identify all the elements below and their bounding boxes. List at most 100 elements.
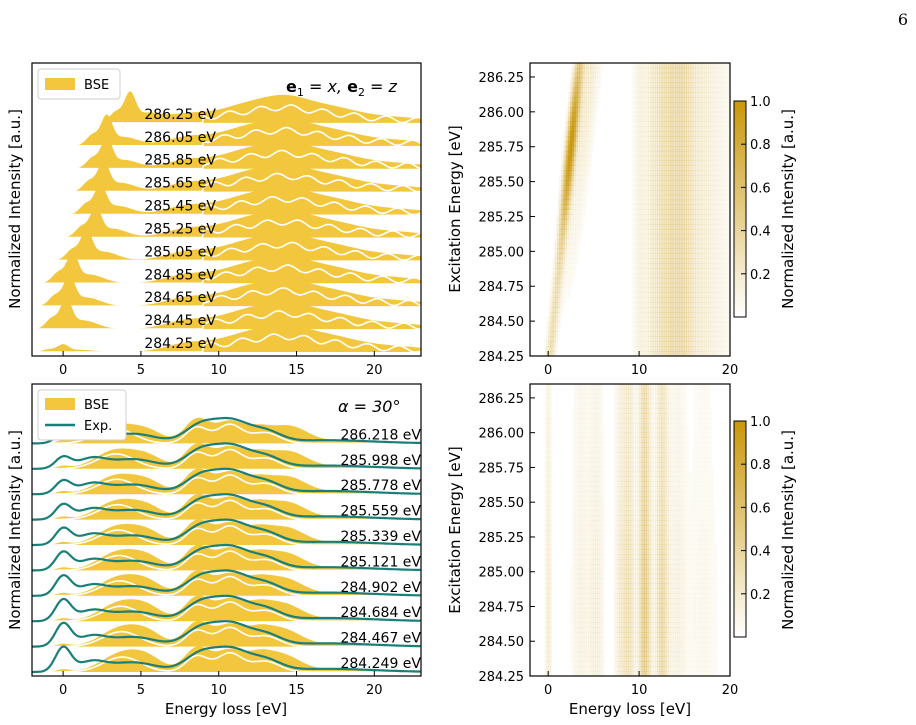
heatmap-cell [684, 307, 687, 313]
heatmap-cell [691, 121, 695, 127]
heatmap-cell [664, 384, 667, 390]
heatmap-cell [544, 427, 547, 434]
heatmap-cell [575, 150, 578, 157]
heatmap-cell [650, 253, 653, 259]
heatmap-cell [644, 141, 647, 147]
heatmap-cell [662, 131, 665, 137]
heatmap-cell [626, 413, 629, 419]
heatmap-cell [675, 67, 678, 74]
heatmap-cell [704, 194, 707, 201]
heatmap-cell [704, 92, 707, 98]
heatmap-cell [717, 136, 720, 142]
heatmap-cell [697, 224, 700, 230]
heatmap-cell [690, 253, 693, 259]
heatmap-cell [706, 92, 709, 98]
heatmap-cell [575, 189, 578, 196]
heatmap-cell [659, 136, 662, 142]
heatmap-cell [550, 307, 553, 313]
heatmap-cell [662, 97, 665, 103]
heatmap-cell [579, 418, 582, 424]
heatmap-cell [715, 199, 718, 206]
heatmap-cell [702, 150, 705, 157]
heatmap-cell [682, 263, 685, 269]
heatmap-cell [691, 92, 695, 98]
heatmap-cell [702, 106, 705, 113]
heatmap-cell [568, 131, 571, 137]
heatmap-cell [664, 116, 667, 122]
heatmap-cell [685, 418, 687, 423]
heatmap-cell [673, 233, 676, 240]
heatmap-cell [653, 233, 656, 240]
heatmap-cell [664, 126, 667, 132]
heatmap-cell [560, 189, 564, 196]
heatmap-cell [704, 131, 707, 137]
heatmap-cell [673, 229, 676, 235]
heatmap-cell [673, 82, 676, 88]
heatmap-cell [579, 422, 582, 429]
heatmap-cell [573, 141, 576, 147]
heatmap-cell [682, 331, 685, 337]
heatmap-cell [642, 214, 645, 220]
heatmap-cell [722, 189, 725, 196]
heatmap-cell [704, 126, 707, 132]
heatmap-cell [582, 194, 585, 201]
heatmap-cell [565, 297, 567, 302]
bse-spectrum-ridge [32, 601, 421, 623]
heatmap-cell [715, 131, 718, 137]
heatmap-cell [671, 180, 675, 186]
heatmap-cell [662, 63, 665, 69]
heatmap-cell [648, 398, 651, 404]
heatmap-cell [628, 418, 631, 424]
heatmap-cell [662, 336, 665, 342]
heatmap-cell [700, 87, 704, 93]
heatmap-cell [590, 82, 593, 88]
heatmap-cell [635, 268, 638, 274]
heatmap-cell [722, 351, 725, 356]
heatmap-cell [550, 282, 553, 289]
heatmap-cell [724, 185, 727, 191]
heatmap-cell [655, 141, 658, 147]
heatmap-cell [644, 302, 647, 308]
heatmap-cell [679, 136, 682, 142]
heatmap-cell [568, 87, 571, 93]
heatmap-cell [670, 243, 673, 249]
top-right-colorbar [733, 100, 747, 318]
heatmap-cell [644, 253, 647, 259]
heatmap-cell [644, 312, 647, 318]
heatmap-cell [717, 146, 720, 152]
heatmap-cell [635, 160, 638, 166]
heatmap-cell [708, 233, 711, 240]
heatmap-cell [682, 204, 685, 210]
heatmap-cell [690, 346, 693, 352]
heatmap-cell [637, 72, 640, 79]
heatmap-cell [726, 131, 729, 137]
heatmap-cell [686, 131, 689, 137]
heatmap-cell [695, 312, 698, 318]
heatmap-cell [559, 277, 562, 284]
heatmap-cell [555, 243, 558, 249]
heatmap-cell [713, 150, 716, 157]
heatmap-cell [717, 248, 720, 254]
heatmap-cell [653, 351, 656, 356]
heatmap-cell [679, 307, 682, 313]
heatmap-cell [680, 185, 684, 191]
heatmap-cell [680, 331, 684, 337]
heatmap-cell [702, 268, 705, 274]
heatmap-cell [686, 297, 689, 303]
heatmap-cell [635, 229, 638, 235]
heatmap-cell [553, 253, 556, 259]
heatmap-cell [673, 180, 676, 186]
heatmap-cell [724, 341, 727, 347]
heatmap-cell [603, 428, 605, 433]
heatmap-cell [710, 268, 713, 274]
bottom-left-x-ticks: 0 5 10 15 20 [59, 671, 383, 698]
heatmap-cell [591, 87, 595, 93]
heatmap-cell [642, 72, 645, 79]
heatmap-cell [675, 263, 678, 269]
bse-spectrum-ridge [32, 310, 421, 330]
heatmap-cell [635, 292, 638, 298]
heatmap-cell [726, 165, 729, 171]
heatmap-cell [597, 388, 600, 395]
heatmap-cell [704, 185, 707, 191]
heatmap-cell [662, 150, 665, 157]
